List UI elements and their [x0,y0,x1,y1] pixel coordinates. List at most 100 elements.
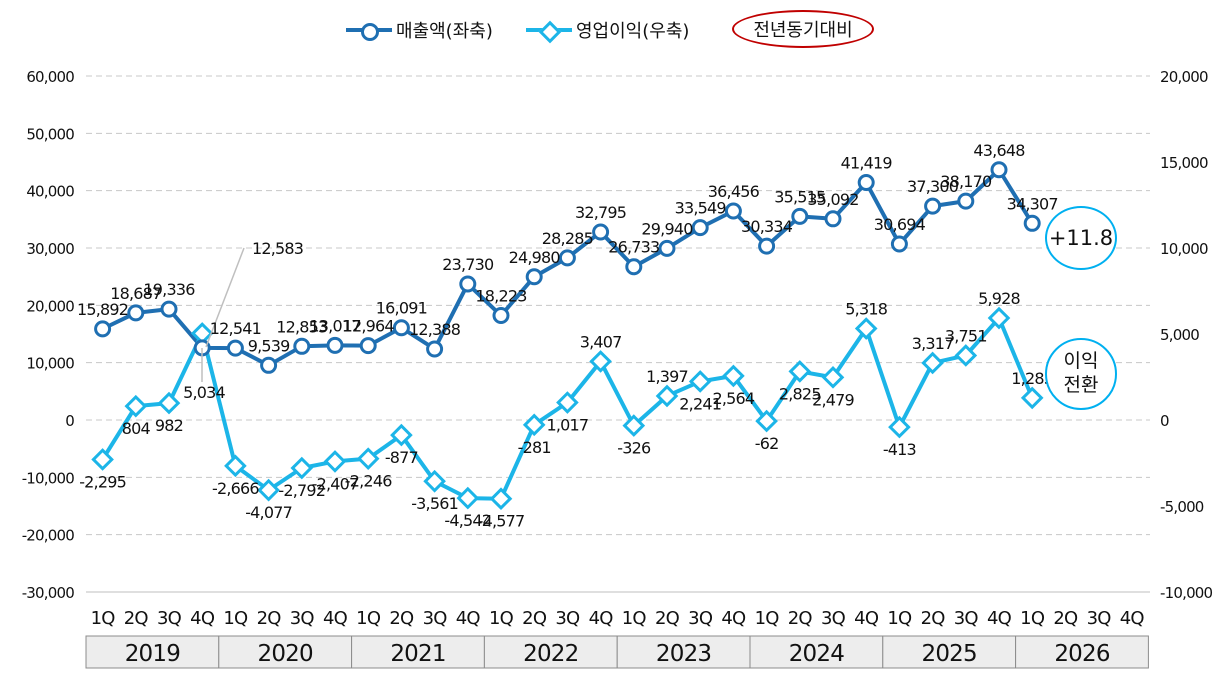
year-box [616,635,751,669]
op-data-label: 3,407 [580,332,622,351]
quarter-label: 1Q [91,608,116,629]
op-point-marker [888,415,911,439]
op-data-label: 5,034 [183,383,225,402]
left-axis-tick-label: 10,000 [26,355,74,373]
left-axis-tick-label: 20,000 [26,297,74,315]
year-label: 2026 [1054,641,1110,667]
sales-point-marker [824,210,842,228]
sales-data-label: 36,456 [708,182,760,201]
sales-data-label: 24,980 [509,248,561,267]
quarter-label: 1Q [356,608,381,629]
quarter-label: 4Q [323,608,348,629]
sales-data-label: 18,223 [475,287,526,306]
op-point-marker [356,447,380,470]
year-box [749,635,884,669]
sales-point-marker [890,235,908,253]
legend-yoy-label: 전년동기대비 [753,20,853,41]
sales-data-label: 35,515 [774,187,825,206]
op-point-marker [821,366,845,389]
left-axis-tick-label: 50,000 [26,125,74,143]
quarter-label: 2Q [921,608,946,629]
op-point-marker [157,391,181,415]
sales-data-label: 12,583 [252,239,303,258]
quarter-label: 4Q [987,608,1012,629]
sales-data-label: 12,388 [409,320,461,339]
sales-point-marker [392,319,410,337]
right-axis-tick-label: -10,000 [1160,584,1213,602]
legend: 매출액(좌축) 영업이익(우축) 전년동기대비 [0,10,1229,48]
left-axis-tick-label: -20,000 [22,527,75,545]
op-data-label: -4,077 [245,503,292,522]
op-point-marker [423,469,446,493]
op-data-label: -281 [518,438,551,457]
year-box [483,635,618,669]
sales-data-label: 23,730 [442,255,494,274]
op-data-label: -877 [385,448,418,467]
quarter-label: 4Q [721,608,746,629]
year-label: 2022 [523,641,578,667]
op-point-marker [190,322,214,345]
legend-op-line-icon [526,20,572,44]
leader-line [205,247,245,348]
sales-point-marker [658,239,676,257]
op-point-marker [390,423,413,447]
op-point-marker [921,351,944,375]
op-point-marker [755,409,778,433]
op-point-marker [124,394,148,418]
right-axis-tick-label: 10,000 [1160,240,1208,258]
sales-point-marker [525,268,543,286]
sales-point-marker [226,339,244,357]
right-axis-tick-label: 15,000 [1160,154,1208,172]
sales-data-label: 12,964 [343,317,395,336]
quarter-label: 3Q [1087,608,1112,629]
op-point-marker [954,344,978,367]
quarter-label: 2Q [124,608,149,629]
op-data-label: -4,577 [478,512,525,531]
op-data-label: -2,295 [79,472,126,491]
sales-data-label: 26,733 [608,238,659,257]
left-axis-tick-label: -30,000 [22,584,75,602]
sales-point-marker [1023,214,1041,232]
year-label: 2019 [125,641,180,667]
sales-data-label: 18,687 [110,284,161,303]
sales-point-marker [459,275,477,293]
op-point-marker [556,391,579,414]
sales-change-value: +11.8 [1048,225,1114,250]
op-point-marker [854,317,878,340]
op-data-label: 1,285 [1011,369,1053,388]
quarter-label: 4Q [1120,608,1145,629]
right-axis-tick-label: 5,000 [1160,326,1199,344]
sales-data-label: 30,334 [741,217,793,236]
sales-data-label: 13,017 [309,316,360,335]
quarter-label: 3Q [157,608,182,629]
year-label: 2025 [922,641,977,667]
year-label: 2021 [390,641,445,667]
op-data-label: 2,564 [712,389,754,408]
sales-data-label: 9,539 [248,336,290,355]
quarter-label: 4Q [589,608,614,629]
op-data-label: 2,479 [812,390,854,409]
op-point-marker [290,456,314,480]
op-point-marker [622,414,646,437]
year-label: 2024 [789,641,844,667]
sales-point-marker [127,304,145,322]
op-point-marker [91,448,114,471]
op-data-label: -2,246 [345,472,392,491]
quarter-label: 3Q [290,608,315,629]
legend-sales-line-icon [346,23,392,41]
op-point-marker [688,370,712,393]
op-data-label: 3,317 [912,334,954,353]
op-data-label: -2,407 [312,474,359,493]
quarter-label: 3Q [423,608,448,629]
quarter-label: 3Q [954,608,979,629]
left-axis-tick-label: -10,000 [22,469,75,487]
op-data-label: -326 [617,439,651,458]
op-data-label: -2,792 [278,481,325,500]
quarter-label: 4Q [456,608,481,629]
year-label: 2023 [656,641,711,667]
sales-point-marker [691,219,709,237]
sales-data-label: 29,940 [641,219,693,238]
op-data-label: -62 [755,434,779,453]
sales-data-label: 19,336 [143,280,195,299]
sales-data-label: 28,285 [542,229,593,248]
